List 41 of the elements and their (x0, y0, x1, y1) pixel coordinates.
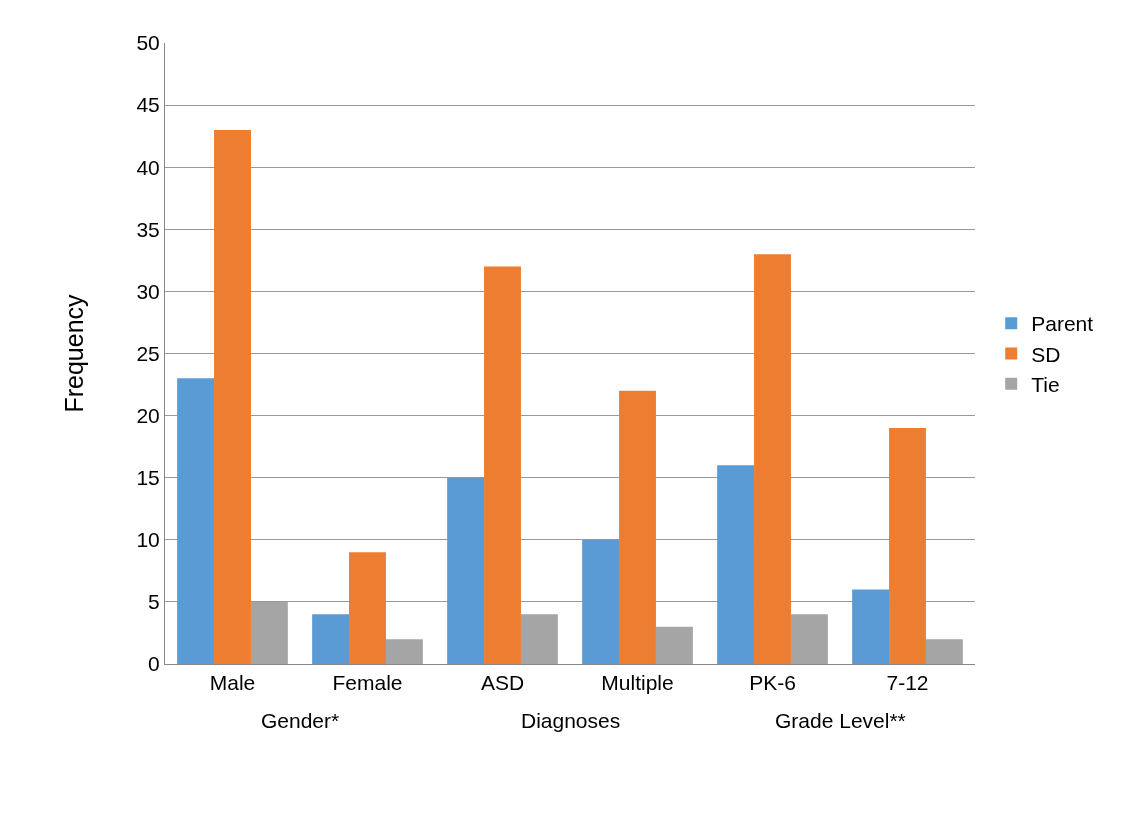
y-axis-title: Frequency (60, 293, 89, 413)
bar (655, 626, 693, 664)
bar (889, 428, 926, 664)
bar (312, 614, 350, 664)
x-tick-label: Female (332, 671, 403, 695)
x-tick-label: ASD (480, 671, 525, 695)
legend-label: Parent (1031, 312, 1094, 336)
text: Grade Level** (775, 709, 906, 732)
y-tick-label: 50 (136, 31, 160, 55)
y-tick-label: 20 (136, 403, 160, 427)
x-tick-label: Multiple (601, 671, 674, 695)
x-tick-label: 7-12 (886, 671, 929, 695)
legend-label: SD (1031, 342, 1061, 366)
bar (925, 639, 963, 664)
bar (177, 378, 215, 664)
y-tick-label: 0 (148, 652, 160, 676)
y-tick-label: 10 (136, 528, 160, 552)
legend-label: Tie (1031, 372, 1060, 396)
y-tick-label: 45 (136, 93, 160, 117)
y-tick-label: 35 (136, 217, 160, 241)
y-tick-label: 15 (136, 466, 160, 490)
x-tick-label: Male (209, 671, 256, 695)
bar (790, 614, 828, 664)
x-tick-label: PK-6 (749, 671, 796, 695)
y-tick-label: 5 (148, 590, 160, 614)
bar (385, 639, 423, 664)
y-tick-label: 40 (136, 155, 160, 179)
y-tick-label: 30 (136, 279, 160, 303)
bar (852, 589, 890, 664)
y-tick-label: 25 (136, 341, 160, 365)
bar (520, 614, 558, 664)
bar (754, 254, 791, 664)
bar (619, 390, 656, 664)
bar (582, 539, 620, 664)
bar (214, 129, 251, 664)
bar (447, 477, 485, 664)
bar (484, 266, 521, 664)
text: Gender* (261, 709, 340, 732)
bar (349, 552, 386, 664)
text: Diagnoses (521, 709, 621, 732)
bar (717, 465, 755, 664)
